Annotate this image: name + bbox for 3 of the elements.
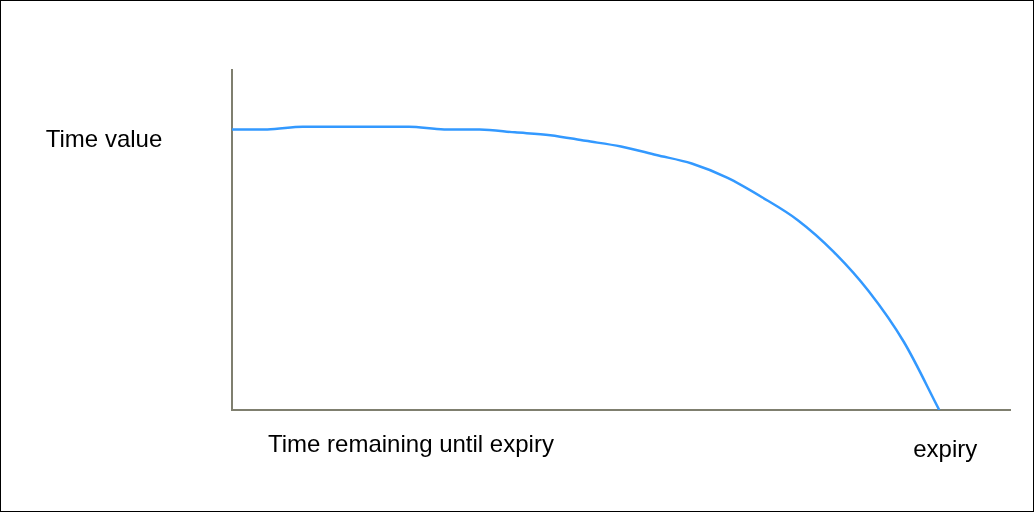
text: expiry xyxy=(913,434,978,462)
x-axis-title: Time remaining until expiry xyxy=(268,429,554,457)
y-axis-title: Time value xyxy=(45,124,163,152)
